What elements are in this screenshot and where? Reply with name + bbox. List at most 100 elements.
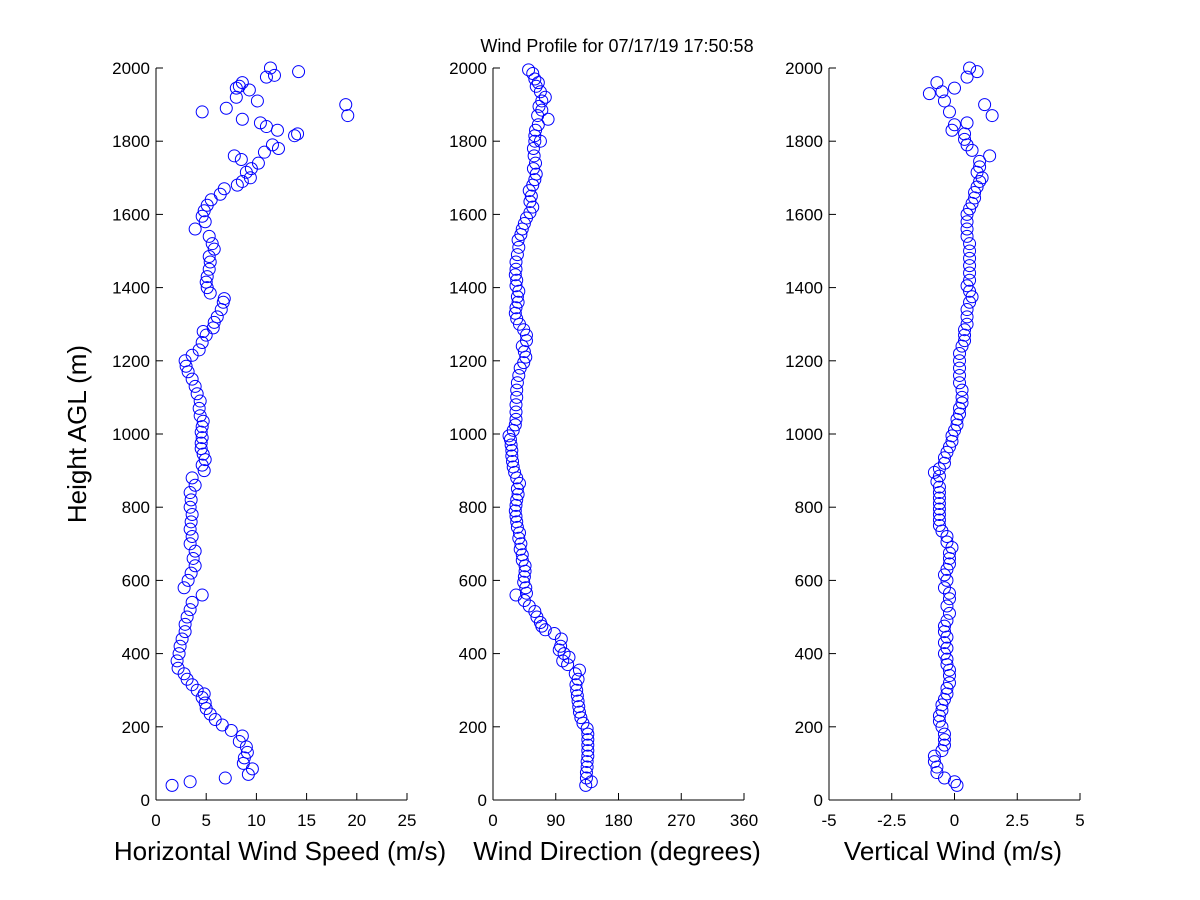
data-point xyxy=(192,343,206,357)
data-point xyxy=(517,570,531,584)
data-point xyxy=(259,70,273,84)
data-point xyxy=(188,559,202,573)
data-point xyxy=(504,438,518,452)
data-point xyxy=(963,61,977,75)
data-point xyxy=(199,275,213,289)
data-point xyxy=(942,551,956,565)
data-point xyxy=(973,160,987,174)
data-point xyxy=(514,537,528,551)
data-point xyxy=(581,738,595,752)
data-point xyxy=(195,209,209,223)
y-tick-label: 1200 xyxy=(449,352,487,371)
y-tick-label: 1400 xyxy=(785,279,823,298)
data-point xyxy=(173,639,187,653)
data-point xyxy=(192,401,206,415)
data-point xyxy=(505,443,519,457)
data-point xyxy=(217,182,231,196)
data-point xyxy=(197,464,211,478)
data-point xyxy=(509,301,523,315)
data-point xyxy=(185,372,199,386)
data-point xyxy=(508,504,522,518)
data-point xyxy=(509,498,523,512)
data-point xyxy=(940,652,954,666)
data-point xyxy=(193,409,207,423)
data-point xyxy=(935,698,949,712)
data-point xyxy=(511,487,525,501)
data-point xyxy=(950,778,964,792)
y-tick-label: 1800 xyxy=(785,132,823,151)
y-axis-label: Height AGL (m) xyxy=(62,345,92,523)
data-point xyxy=(196,447,210,461)
data-point xyxy=(963,202,977,216)
data-point xyxy=(508,268,522,282)
data-point xyxy=(265,138,279,152)
data-point xyxy=(960,222,974,236)
data-point xyxy=(195,588,209,602)
data-point xyxy=(185,595,199,609)
data-point xyxy=(183,775,197,789)
x-axis-label-vertical: Vertical Wind (m/s) xyxy=(844,836,1062,866)
y-tick-label: 800 xyxy=(459,498,487,517)
data-point xyxy=(572,700,586,714)
data-point xyxy=(188,222,202,236)
data-point xyxy=(339,98,353,112)
x-axis-label-direction: Wind Direction (degrees) xyxy=(473,836,761,866)
data-point xyxy=(175,632,189,646)
data-point xyxy=(509,398,523,412)
data-point xyxy=(940,599,954,613)
y-tick-label: 0 xyxy=(814,791,823,810)
data-point xyxy=(574,711,588,725)
y-tick-label: 1200 xyxy=(785,352,823,371)
data-point xyxy=(194,442,208,456)
y-tick-label: 1000 xyxy=(449,425,487,444)
data-point xyxy=(509,588,523,602)
data-point xyxy=(165,778,179,792)
data-point xyxy=(172,647,186,661)
y-tick-label: 2000 xyxy=(449,59,487,78)
y-tick-label: 1800 xyxy=(112,132,150,151)
x-tick-label: -2.5 xyxy=(877,811,906,830)
data-point xyxy=(205,237,219,251)
data-point xyxy=(224,723,238,737)
data-point xyxy=(963,273,977,287)
data-point xyxy=(505,449,519,463)
data-point xyxy=(942,557,956,571)
y-tick-label: 600 xyxy=(459,571,487,590)
data-point xyxy=(213,187,227,201)
data-point xyxy=(240,745,254,759)
data-point xyxy=(922,87,936,101)
data-point xyxy=(960,317,974,331)
data-point xyxy=(194,425,208,439)
data-point xyxy=(581,727,595,741)
data-point xyxy=(937,619,951,633)
data-point xyxy=(940,614,954,628)
data-point xyxy=(945,123,959,137)
data-point xyxy=(953,368,967,382)
data-point xyxy=(932,508,946,522)
y-tick-label: 400 xyxy=(795,645,823,664)
data-point xyxy=(568,667,582,681)
data-point xyxy=(510,493,524,507)
x-tick-label: 25 xyxy=(398,811,417,830)
data-point xyxy=(958,132,972,146)
data-point xyxy=(196,325,210,339)
data-point xyxy=(937,733,951,747)
data-point xyxy=(940,445,954,459)
data-point xyxy=(509,509,523,523)
data-point xyxy=(245,762,259,776)
data-point xyxy=(517,217,531,231)
data-point xyxy=(570,689,584,703)
data-point xyxy=(202,262,216,276)
y-tick-label: 1600 xyxy=(112,205,150,224)
data-point xyxy=(197,687,211,701)
data-point xyxy=(937,647,951,661)
y-tick-label: 400 xyxy=(122,645,150,664)
data-point xyxy=(968,185,982,199)
x-tick-label: 15 xyxy=(297,811,316,830)
data-point xyxy=(217,292,231,306)
x-tick-label: 360 xyxy=(730,811,758,830)
data-point xyxy=(185,508,199,522)
data-point xyxy=(581,744,595,758)
data-point xyxy=(942,676,956,690)
data-point xyxy=(506,454,520,468)
